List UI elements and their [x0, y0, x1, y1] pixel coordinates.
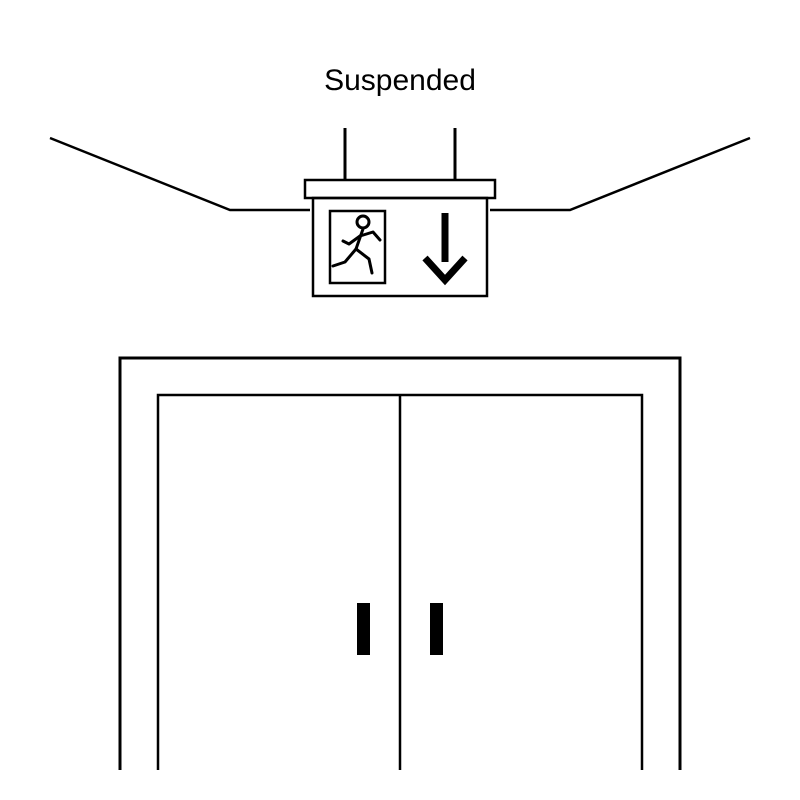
- ceiling-right-line: [490, 138, 750, 210]
- diagram-svg: [0, 0, 800, 800]
- diagram-canvas: Suspended: [0, 0, 800, 800]
- sign-main-panel: [313, 198, 487, 296]
- down-arrow-icon: [425, 213, 465, 280]
- running-man-icon: [333, 216, 380, 273]
- door-handle-right: [430, 603, 443, 655]
- diagram-title: Suspended: [0, 64, 800, 98]
- ceiling-left-line: [50, 138, 310, 210]
- door-handle-left: [357, 603, 370, 655]
- sign-top-bar: [305, 180, 495, 198]
